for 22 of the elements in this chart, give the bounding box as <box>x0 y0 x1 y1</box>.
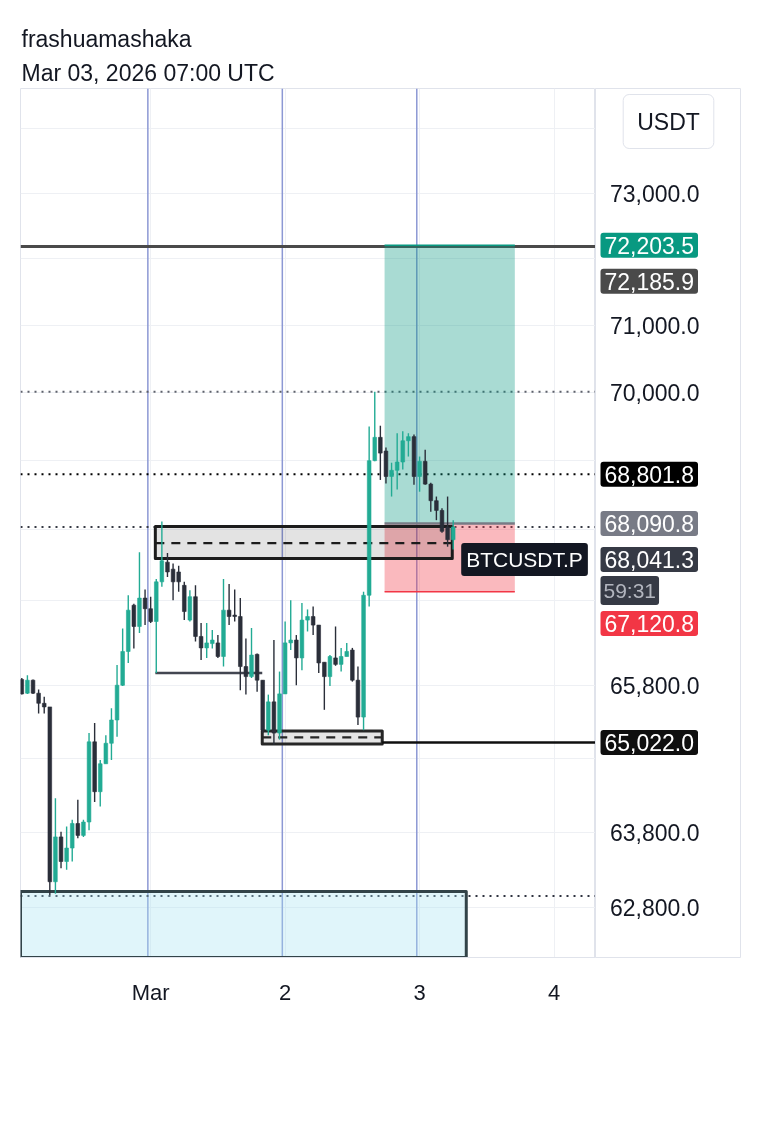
text: 68,090.8 <box>604 511 695 538</box>
annotation: BTCUSDT.P <box>466 548 583 572</box>
y-tick-label: 65,800.0 <box>609 673 700 700</box>
y-tick-label: 71,000.0 <box>609 312 700 339</box>
y-tick-label: 62,800.0 <box>609 894 700 921</box>
ref-line-label: 68,801.8 <box>604 461 695 488</box>
y-tick-label: 70,000.0 <box>609 379 700 406</box>
ref-line-label: 72,185.9 <box>604 268 695 295</box>
y-axis-title: USDT <box>637 108 700 135</box>
data-label: 65,022.0 <box>604 729 695 756</box>
x-tick-label: Mar <box>131 979 170 1005</box>
y-tick-label: 73,000.0 <box>609 180 700 207</box>
chart-subtitle: Mar 03, 2026 07:00 UTC <box>21 59 275 86</box>
x-tick-label: 3 <box>413 979 426 1005</box>
chart-title: frashuamashaka <box>21 25 192 52</box>
y-tick-label: 63,800.0 <box>609 819 700 846</box>
ref-line-label: 68,041.3 <box>604 547 695 574</box>
text: 59:31 <box>603 579 657 603</box>
text: 72,203.5 <box>604 232 695 259</box>
x-tick-label: 2 <box>279 979 292 1005</box>
x-tick-label: 4 <box>547 979 561 1005</box>
text: 67,120.8 <box>604 611 695 638</box>
